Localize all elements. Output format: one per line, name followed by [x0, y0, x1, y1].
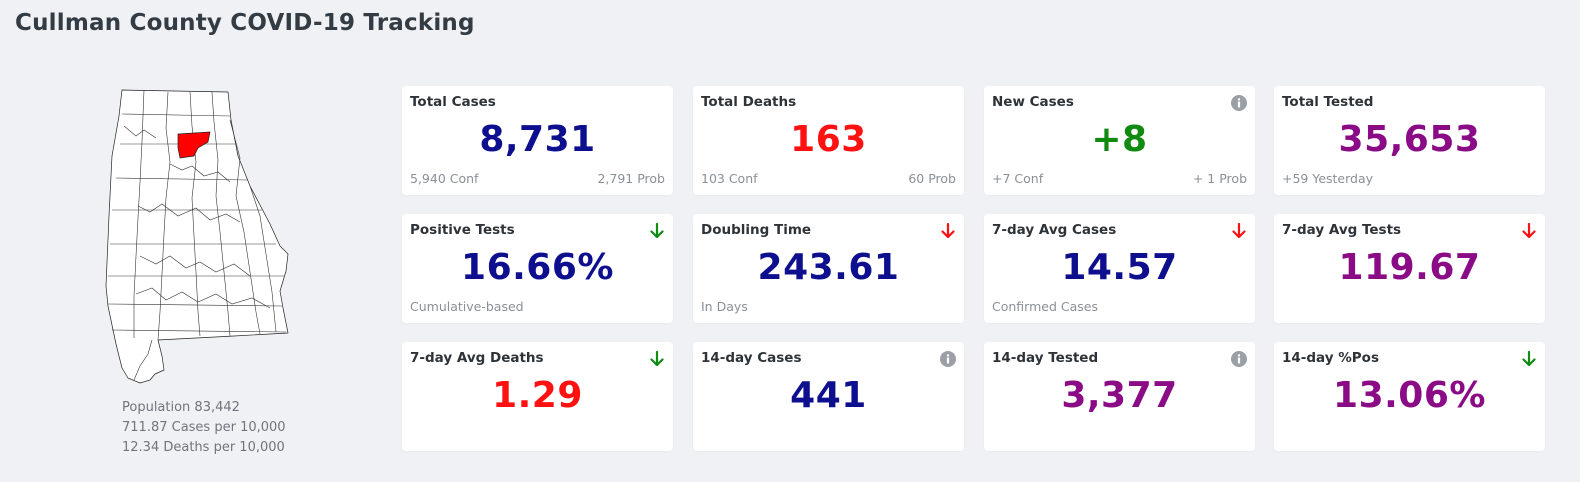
card-sub-left: Confirmed Cases: [992, 299, 1098, 314]
card-14day-cases[interactable]: 14-day Cases 441: [693, 342, 964, 451]
card-value: 441: [790, 375, 867, 416]
card-title: Total Deaths: [701, 94, 797, 110]
card-value: 13.06%: [1333, 375, 1486, 416]
alabama-map-svg: [105, 89, 289, 384]
card-value: 119.67: [1338, 247, 1481, 288]
card-14day-pos[interactable]: 14-day %Pos 13.06%: [1274, 342, 1545, 451]
county-info: Population 83,442 711.87 Cases per 10,00…: [122, 398, 286, 458]
card-title: 14-day Cases: [701, 350, 802, 366]
card-sub-left: +59 Yesterday: [1282, 171, 1374, 186]
info-icon[interactable]: [1231, 351, 1247, 367]
card-title: Total Cases: [410, 94, 496, 110]
card-title: 14-day Tested: [992, 350, 1099, 366]
card-positive-tests[interactable]: Positive Tests 16.66% Cumulative-based: [402, 214, 673, 323]
card-value: 243.61: [757, 247, 900, 288]
card-sub-right: 2,791 Prob: [597, 171, 665, 186]
card-value: 3,377: [1061, 375, 1178, 416]
card-title: 7-day Avg Deaths: [410, 350, 544, 366]
card-sub-left: In Days: [701, 299, 748, 314]
card-title: Positive Tests: [410, 222, 515, 238]
card-doubling-time[interactable]: Doubling Time 243.61 In Days: [693, 214, 964, 323]
card-14day-tested[interactable]: 14-day Tested 3,377: [984, 342, 1255, 451]
card-sub-left: 5,940 Conf: [410, 171, 479, 186]
card-title: Total Tested: [1282, 94, 1374, 110]
card-total-tested[interactable]: Total Tested 35,653 +59 Yesterday: [1274, 86, 1545, 195]
arrow-down-red-icon: [941, 223, 955, 239]
card-value: 163: [790, 119, 867, 160]
arrow-down-red-icon: [1232, 223, 1246, 239]
card-title: 14-day %Pos: [1282, 350, 1379, 366]
card-value: 14.57: [1061, 247, 1178, 288]
card-value: 35,653: [1338, 119, 1481, 160]
card-sub-left: +7 Conf: [992, 171, 1044, 186]
deaths-per-10k-text: 12.34 Deaths per 10,000: [122, 440, 285, 455]
card-value: +8: [1091, 119, 1148, 160]
card-value: 1.29: [492, 375, 583, 416]
cullman-county-highlight: [177, 131, 211, 159]
state-outline: [105, 89, 289, 384]
card-sub-right: 60 Prob: [908, 171, 956, 186]
card-new-cases[interactable]: New Cases +8 +7 Conf + 1 Prob: [984, 86, 1255, 195]
card-sub-left: Cumulative-based: [410, 299, 524, 314]
card-7day-avg-deaths[interactable]: 7-day Avg Deaths 1.29: [402, 342, 673, 451]
card-7day-avg-tests[interactable]: 7-day Avg Tests 119.67: [1274, 214, 1545, 323]
card-title: Doubling Time: [701, 222, 812, 238]
card-total-cases[interactable]: Total Cases 8,731 5,940 Conf 2,791 Prob: [402, 86, 673, 195]
card-title: 7-day Avg Tests: [1282, 222, 1402, 238]
card-total-deaths[interactable]: Total Deaths 163 103 Conf 60 Prob: [693, 86, 964, 195]
card-sub-left: 103 Conf: [701, 171, 758, 186]
arrow-down-green-icon: [650, 223, 664, 239]
card-value: 16.66%: [461, 247, 614, 288]
arrow-down-green-icon: [1522, 351, 1536, 367]
population-text: Population 83,442: [122, 400, 240, 415]
card-7day-avg-cases[interactable]: 7-day Avg Cases 14.57 Confirmed Cases: [984, 214, 1255, 323]
card-title: New Cases: [992, 94, 1074, 110]
info-icon[interactable]: [1231, 95, 1247, 111]
arrow-down-green-icon: [650, 351, 664, 367]
page-title: Cullman County COVID-19 Tracking: [15, 10, 475, 36]
alabama-county-map[interactable]: [100, 86, 298, 388]
arrow-down-red-icon: [1522, 223, 1536, 239]
card-sub-right: + 1 Prob: [1192, 171, 1247, 186]
cases-per-10k-text: 711.87 Cases per 10,000: [122, 420, 286, 435]
card-value: 8,731: [479, 119, 596, 160]
card-title: 7-day Avg Cases: [992, 222, 1117, 238]
info-icon[interactable]: [940, 351, 956, 367]
